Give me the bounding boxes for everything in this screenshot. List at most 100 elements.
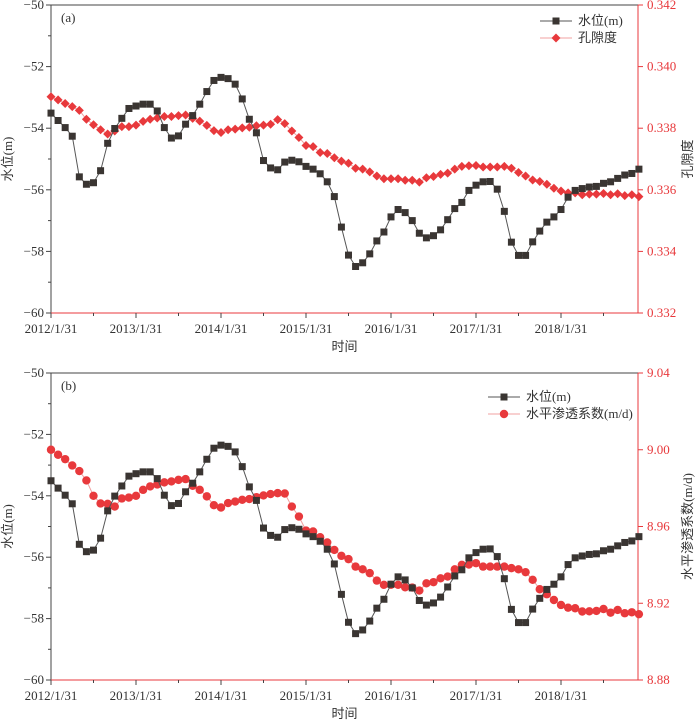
series-line — [50, 96, 640, 198]
data-point — [430, 232, 437, 240]
data-point — [68, 132, 76, 140]
legend-marker-diamond — [551, 33, 561, 43]
data-point — [266, 119, 276, 129]
data-point — [160, 124, 168, 132]
data-point — [535, 176, 545, 186]
data-point — [373, 237, 381, 245]
data-point — [294, 512, 304, 521]
data-point — [387, 213, 395, 221]
data-point — [273, 488, 282, 498]
data-point — [451, 205, 459, 213]
legend-label: 水位(m) — [578, 13, 623, 28]
x-tick-label: 2015/1/31 — [280, 321, 333, 336]
data-point — [131, 491, 141, 500]
data-point — [97, 167, 105, 175]
data-point — [522, 619, 530, 627]
data-point — [514, 168, 523, 178]
data-point — [231, 448, 239, 456]
data-point — [337, 551, 346, 561]
x-tick-label: 2013/1/31 — [110, 688, 163, 703]
data-point — [166, 111, 176, 121]
data-point — [267, 531, 275, 539]
legend: 水位(m) 孔隙度 — [540, 13, 623, 45]
data-point — [528, 575, 537, 585]
data-point — [90, 546, 97, 554]
data-point — [422, 234, 430, 242]
data-point — [450, 565, 459, 574]
data-point — [89, 491, 98, 500]
series-diamond — [46, 92, 644, 202]
data-point — [237, 123, 247, 133]
data-point — [245, 115, 253, 123]
data-point — [344, 158, 353, 168]
data-point — [485, 562, 495, 571]
data-point — [492, 162, 502, 172]
data-point — [125, 472, 133, 480]
data-point — [75, 173, 83, 181]
data-point — [167, 477, 176, 486]
data-point — [500, 207, 508, 215]
data-point — [82, 548, 90, 556]
x-tick-label: 2014/1/31 — [195, 321, 248, 336]
data-point — [281, 158, 289, 166]
data-point — [138, 485, 148, 495]
data-point — [189, 112, 197, 120]
left-tick-label: −54 — [24, 488, 45, 503]
data-point — [224, 442, 232, 450]
data-point — [252, 129, 260, 137]
data-point — [379, 580, 389, 590]
data-point — [167, 502, 175, 510]
data-point — [160, 491, 168, 499]
data-point — [110, 502, 119, 511]
data-point — [245, 483, 253, 491]
data-point — [600, 179, 607, 187]
data-point — [111, 492, 119, 500]
data-point — [422, 601, 430, 609]
data-point — [125, 104, 133, 112]
data-point — [175, 499, 182, 507]
right-tick-label: 0.338 — [647, 120, 676, 135]
x-tick-label: 2015/1/31 — [280, 688, 333, 703]
legend: 水位(m) 水平渗透系数(m/d) — [488, 389, 633, 421]
data-point — [621, 171, 629, 179]
data-point — [260, 524, 267, 532]
data-point — [238, 463, 246, 471]
data-point — [196, 468, 204, 476]
data-point — [104, 139, 112, 147]
data-point — [217, 441, 225, 449]
data-point — [437, 593, 445, 601]
data-point — [443, 168, 453, 178]
data-point — [358, 164, 368, 174]
data-point — [408, 584, 416, 592]
data-point — [613, 189, 623, 199]
data-point — [549, 183, 559, 193]
data-point — [322, 148, 332, 158]
data-point — [274, 166, 282, 174]
data-point — [97, 534, 105, 542]
data-point — [202, 120, 212, 130]
x-tick-label: 2016/1/31 — [365, 321, 418, 336]
data-point — [529, 238, 537, 246]
data-point — [366, 617, 374, 625]
left-tick-label: −58 — [24, 243, 44, 258]
data-point — [380, 595, 388, 603]
data-point — [337, 590, 345, 598]
data-point — [309, 165, 317, 173]
left-tick-label: −60 — [24, 672, 44, 687]
data-point — [288, 524, 296, 532]
data-point — [515, 251, 522, 259]
left-tick-label: −54 — [24, 120, 45, 135]
panel-b: −50 −52 −54 −56 −58 −60 9.04 9.00 8.96 8.92 8.88 20… — [0, 365, 695, 721]
series-square — [47, 441, 643, 638]
data-point — [592, 606, 601, 616]
data-point — [145, 114, 155, 124]
data-point — [521, 567, 530, 577]
data-point — [118, 482, 126, 490]
data-point — [352, 262, 360, 270]
data-point — [174, 111, 183, 121]
data-point — [606, 608, 615, 617]
data-point — [132, 102, 140, 110]
data-point — [507, 605, 515, 613]
data-point — [231, 80, 239, 88]
data-point — [259, 120, 268, 130]
